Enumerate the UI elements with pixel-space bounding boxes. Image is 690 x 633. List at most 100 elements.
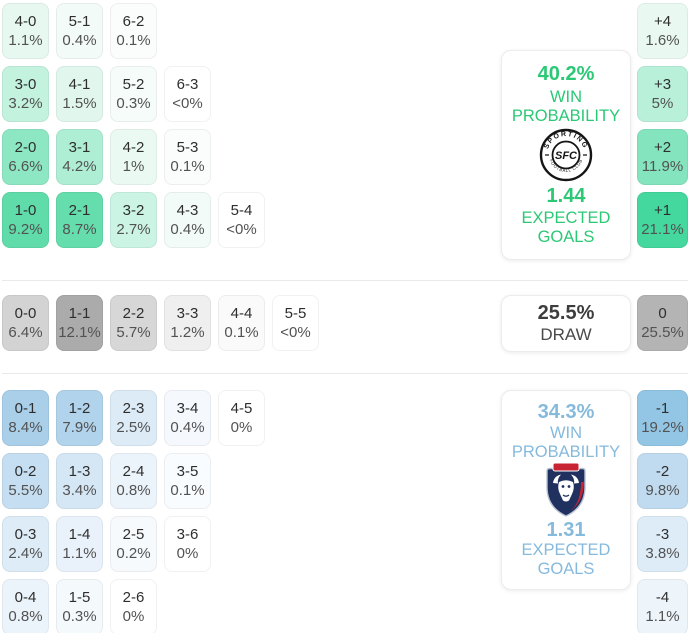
diff-tile-0: 0 25.5%: [637, 295, 688, 351]
score-tile-probability: 0.8%: [116, 482, 151, 499]
score-tile-probability: 0.1%: [224, 324, 259, 341]
score-tile-2-4: 2-4 0.8%: [110, 453, 157, 509]
score-tile-4-5: 4-5 0%: [218, 390, 265, 446]
score-tile-score: 4-4: [230, 305, 253, 322]
score-tile-score: 0-2: [14, 463, 37, 480]
draw-summary-card: 25.5% DRAW: [501, 295, 631, 352]
score-tile-score: 2-3: [122, 400, 145, 417]
section-divider: [2, 280, 688, 281]
score-tile-score: 2-2: [122, 305, 145, 322]
score-tile-probability: 0.4%: [170, 419, 205, 436]
score-tile-4-0: 4-0 1.1%: [2, 3, 49, 59]
score-tile-score: 2-4: [122, 463, 145, 480]
score-tile-row: 0-1 8.4% 1-2 7.9% 2-3 2.5% 3-4 0.4% 4-5 0%: [2, 390, 319, 446]
score-tile-0-2: 0-2 5.5%: [2, 453, 49, 509]
score-tile-score: 3-5: [176, 463, 199, 480]
score-tile-1-2: 1-2 7.9%: [56, 390, 103, 446]
score-tile-probability: 2.5%: [116, 419, 151, 436]
score-tile-probability: 4.2%: [62, 158, 97, 175]
away-summary-card: 34.3% WIN PROBABILITY 1.31 EXPECTED GOAL…: [501, 390, 631, 590]
diff-tile-row: 0 25.5%: [637, 295, 688, 351]
diff-tile-probability: 9.8%: [645, 482, 680, 499]
diff-tile-row: -4 1.1%: [637, 579, 688, 633]
diff-tile-probability: 21.1%: [641, 221, 684, 238]
score-tile-score: 6-3: [176, 76, 199, 93]
score-tile-score: 0-4: [14, 589, 37, 606]
score-tile-probability: 9.2%: [8, 221, 43, 238]
score-tile-probability: 5.7%: [116, 324, 151, 341]
draw-section: 0-0 6.4% 1-1 12.1% 2-2 5.7% 3-3 1.2% 4-4 0.1% 5-5 <…: [2, 295, 688, 352]
score-tile-score: 5-4: [230, 202, 253, 219]
diff-tile-probability: 3.8%: [645, 545, 680, 562]
score-tile-probability: 5.5%: [8, 482, 43, 499]
score-tile-score: 5-2: [122, 76, 145, 93]
draw-goal-diff-column: 0 25.5%: [637, 295, 688, 351]
score-tile-2-2: 2-2 5.7%: [110, 295, 157, 351]
score-tile-2-6: 2-6 0%: [110, 579, 157, 633]
score-tile-probability: 0.3%: [62, 608, 97, 625]
score-tile-probability: 1.1%: [8, 32, 43, 49]
score-tile-score: 2-6: [122, 589, 145, 606]
score-tile-probability: 7.9%: [62, 419, 97, 436]
score-tile-probability: 0%: [122, 608, 145, 625]
score-tile-score: 6-2: [122, 13, 145, 30]
home-score-grid: 4-0 1.1% 5-1 0.4% 6-2 0.1% 3-0 3.2% 4-1 1.5% 5-2 0.…: [2, 3, 319, 248]
diff-tile-probability: 1.6%: [645, 32, 680, 49]
score-tile-probability: 0.3%: [116, 95, 151, 112]
score-tile-score: 2-5: [122, 526, 145, 543]
score-tile-probability: 3.4%: [62, 482, 97, 499]
score-tile-row: 1-0 9.2% 2-1 8.7% 3-2 2.7% 4-3 0.4% 5-4 <0%: [2, 192, 319, 248]
score-tile-score: 0-1: [14, 400, 37, 417]
diff-tile-row: +4 1.6%: [637, 3, 688, 59]
diff-tile-probability: 19.2%: [641, 419, 684, 436]
score-tile-probability: 6.6%: [8, 158, 43, 175]
home-win-probability-label: WIN PROBABILITY: [511, 87, 621, 125]
diff-tile-score: -1: [655, 400, 670, 417]
score-tile-5-1: 5-1 0.4%: [56, 3, 103, 59]
score-tile-0-0: 0-0 6.4%: [2, 295, 49, 351]
score-tile-probability: 1.5%: [62, 95, 97, 112]
score-tile-probability: 12.1%: [58, 324, 101, 341]
score-tile-3-3: 3-3 1.2%: [164, 295, 211, 351]
score-tile-4-1: 4-1 1.5%: [56, 66, 103, 122]
score-tile-4-2: 4-2 1%: [110, 129, 157, 185]
score-tile-2-0: 2-0 6.6%: [2, 129, 49, 185]
score-tile-probability: 1.2%: [170, 324, 205, 341]
score-tile-probability: 8.7%: [62, 221, 97, 238]
score-tile-score: 0-3: [14, 526, 37, 543]
score-tile-row: 4-0 1.1% 5-1 0.4% 6-2 0.1%: [2, 3, 319, 59]
score-tile-probability: 0.1%: [170, 482, 205, 499]
score-tile-0-3: 0-3 2.4%: [2, 516, 49, 572]
diff-tile-row: +2 11.9%: [637, 129, 688, 185]
diff-tile--1: -1 19.2%: [637, 390, 688, 446]
diff-tile-row: -2 9.8%: [637, 453, 688, 509]
score-tile-score: 0-0: [14, 305, 37, 322]
diff-tile-+3: +3 5%: [637, 66, 688, 122]
section-divider: [2, 373, 688, 374]
score-tile-probability: 0.1%: [116, 32, 151, 49]
draw-label: DRAW: [540, 325, 592, 345]
score-tile-probability: 0%: [230, 419, 253, 436]
diff-tile-score: +4: [653, 13, 672, 30]
score-tile-probability: 0.4%: [62, 32, 97, 49]
score-tile-1-1: 1-1 12.1%: [56, 295, 103, 351]
score-tile-score: 3-0: [14, 76, 37, 93]
home-team-logo: SPORTING FOOTBALL CLUB SFC: [539, 128, 593, 182]
diff-tile-probability: 5%: [651, 95, 674, 112]
away-score-grid: 0-1 8.4% 1-2 7.9% 2-3 2.5% 3-4 0.4% 4-5 0% 0-2 5.5%…: [2, 390, 319, 633]
score-tile-score: 4-1: [68, 76, 91, 93]
score-tile-1-5: 1-5 0.3%: [56, 579, 103, 633]
diff-tile-probability: 25.5%: [641, 324, 684, 341]
home-expected-goals-label: EXPECTED GOALS: [521, 209, 611, 247]
home-expected-goals-value: 1.44: [546, 184, 586, 207]
home-win-probability-value: 40.2%: [537, 63, 595, 85]
score-tile-6-2: 6-2 0.1%: [110, 3, 157, 59]
score-tile-5-2: 5-2 0.3%: [110, 66, 157, 122]
diff-tile-row: +1 21.1%: [637, 192, 688, 248]
diff-tile-+1: +1 21.1%: [637, 192, 688, 248]
home-win-section: 4-0 1.1% 5-1 0.4% 6-2 0.1% 3-0 3.2% 4-1 1.5% 5-2 0.…: [2, 3, 688, 260]
score-tile-score: 2-0: [14, 139, 37, 156]
score-tile-4-4: 4-4 0.1%: [218, 295, 265, 351]
score-tile-1-4: 1-4 1.1%: [56, 516, 103, 572]
